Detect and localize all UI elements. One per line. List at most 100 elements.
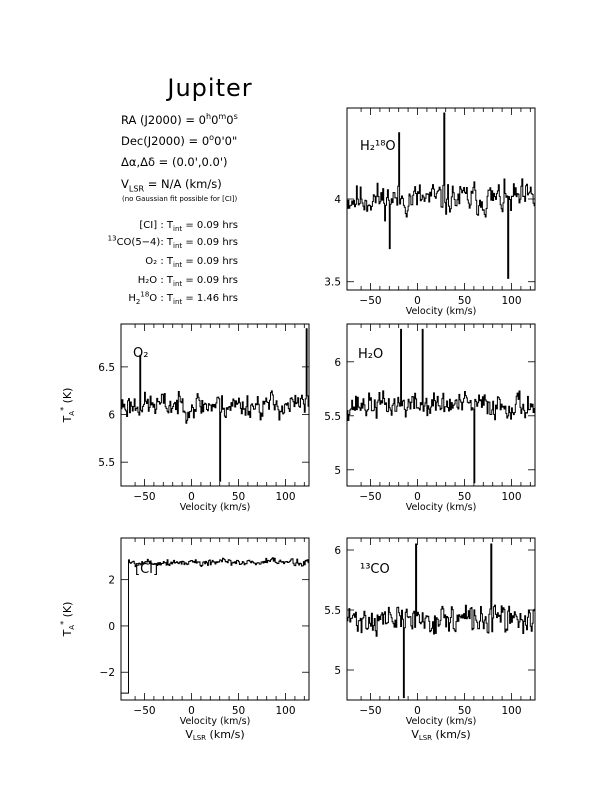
x-tick-label: 100 [501, 705, 521, 717]
ra-hours: 0 [198, 113, 206, 127]
tint-symbol: T [166, 256, 173, 267]
y-tick-label: 5.5 [324, 411, 341, 423]
integration-time-row: H218O : Tint = 1.46 hrs [128, 290, 238, 306]
y-tick-label: −2 [100, 667, 115, 679]
x-tick-label: −50 [359, 705, 381, 717]
dec-minutes: 0 [214, 134, 222, 148]
y-tick-label: 2 [108, 575, 115, 587]
x-axis-label: Velocity (km/s) [180, 502, 251, 513]
tint-value: = 0.09 hrs [185, 220, 238, 231]
plot-frame [346, 323, 536, 487]
x-axis-label-vlsr: VLSR (km/s) [411, 728, 470, 742]
x-tick-label: 100 [501, 295, 521, 307]
ra-label: RA (J2000) = [121, 113, 195, 127]
tint-sub: int [173, 242, 183, 250]
x-axis-label-vlsr: VLSR (km/s) [185, 728, 244, 742]
x-tick-label: 50 [458, 295, 471, 307]
x-axis-label: Velocity (km/s) [406, 502, 477, 513]
y-tick-label: 4 [334, 194, 341, 206]
spectrum-panel-h2o: −50 0 50 100 5 5.5 6 Velocity (km/s) H₂O [324, 323, 536, 513]
page-title: Jupiter [167, 74, 253, 102]
y-tick-label: 5.5 [324, 605, 341, 617]
vlsr-readout: VLSR = N/A (km/s) [121, 177, 222, 194]
spectral-line-label: [CI] [135, 562, 158, 577]
dec-readout: Dec(J2000) = 0o0'0" [121, 133, 238, 148]
spectrum-panel-13co: −50 0 50 100 5 5.5 6 Velocity (km/s)VLSR (km/s)… [324, 537, 536, 742]
tint-value: = 0.09 hrs [185, 256, 238, 267]
plot-frame [346, 537, 536, 701]
x-tick-label: 50 [458, 491, 471, 503]
plot-frame [120, 323, 310, 487]
spectrum-trace [121, 328, 310, 482]
spectral-line-label: ¹³CO [360, 562, 390, 577]
y-axis-label: TA* (K) [59, 602, 76, 638]
ra-minutes: 0 [211, 113, 219, 127]
spectrum-panel-h2-18o: −50 0 50 100 3.5 4 Velocity (km/s) H₂¹⁸O [324, 107, 536, 317]
y-tick-label: 6 [108, 410, 115, 422]
x-tick-label: −50 [133, 705, 155, 717]
vlsr-value: = N/A (km/s) [147, 177, 222, 191]
tint-sub: int [173, 298, 183, 306]
tint-value: = 0.09 hrs [185, 237, 238, 248]
x-tick-label: 0 [188, 491, 195, 503]
tint-symbol: T [166, 220, 173, 231]
offset-readout: Δα,Δδ = (0.0',0.0') [121, 155, 228, 169]
ra-readout: RA (J2000) = 0h0m0s [121, 112, 238, 127]
spectrum-trace [347, 328, 536, 484]
x-tick-label: 50 [458, 705, 471, 717]
y-tick-label: 5 [334, 465, 341, 477]
spectrum-trace [347, 112, 536, 279]
y-tick-label: 5.5 [98, 457, 115, 469]
line-name: H₂O : [137, 275, 164, 286]
dec-degrees: 0 [201, 134, 210, 148]
line-name: O : [149, 293, 164, 304]
y-tick-label: 5 [334, 665, 341, 677]
spectral-line-label: H₂¹⁸O [360, 139, 396, 154]
line-name: O₂ : [145, 256, 164, 267]
integration-time-row: O₂ : Tint = 0.09 hrs [60, 256, 238, 269]
y-tick-label: 6 [334, 357, 341, 369]
y-tick-label: 3.5 [324, 277, 341, 289]
spectral-line-label: O₂ [133, 346, 148, 361]
spectrum-trace [347, 543, 536, 699]
spectral-line-label: H₂O [358, 347, 383, 362]
plot-frame [120, 537, 310, 701]
line-name: [CI] : [139, 220, 164, 231]
y-axis-label: TA* (K) [59, 388, 76, 424]
x-tick-label: 0 [414, 705, 421, 717]
x-tick-label: −50 [359, 491, 381, 503]
x-tick-label: 50 [232, 491, 245, 503]
x-tick-label: 50 [232, 705, 245, 717]
line-name: CO(5−4): [116, 237, 164, 248]
x-tick-label: 0 [414, 491, 421, 503]
vlsr-note: (no Gaussian fit possible for [CI]) [122, 195, 238, 203]
offset-label: Δα,Δδ = [121, 155, 169, 169]
ra-seconds: 0 [226, 113, 234, 127]
x-axis-label: Velocity (km/s) [180, 716, 251, 727]
dec-label: Dec(J2000) = [121, 134, 199, 148]
integration-time-row: 13CO(5−4): Tint = 0.09 hrs [107, 234, 238, 250]
y-tick-label: 6.5 [98, 362, 115, 374]
spectrum-panel-ci: −50 0 50 100 −2 0 2 Velocity (km/s)VLSR (km/s) T… [59, 537, 310, 742]
x-tick-label: 100 [501, 491, 521, 503]
integration-time-row: H₂O : Tint = 0.09 hrs [60, 275, 238, 288]
spectrum-trace [121, 557, 310, 694]
y-tick-label: 0 [108, 621, 115, 633]
tint-value: = 1.46 hrs [185, 293, 238, 304]
tint-sub: int [173, 280, 183, 288]
integration-time-row: [CI] : Tint = 0.09 hrs [60, 220, 238, 233]
x-tick-label: −50 [359, 295, 381, 307]
x-tick-label: 100 [275, 491, 295, 503]
tint-sub: int [173, 225, 183, 233]
y-tick-label: 6 [334, 545, 341, 557]
x-tick-label: 100 [275, 705, 295, 717]
tint-symbol: T [166, 275, 173, 286]
dec-seconds: 0 [224, 134, 232, 148]
tint-sub: int [173, 261, 183, 269]
x-tick-label: 0 [414, 295, 421, 307]
tint-symbol: T [166, 293, 173, 304]
tint-value: = 0.09 hrs [185, 275, 238, 286]
x-axis-label: Velocity (km/s) [406, 716, 477, 727]
x-tick-label: 0 [188, 705, 195, 717]
